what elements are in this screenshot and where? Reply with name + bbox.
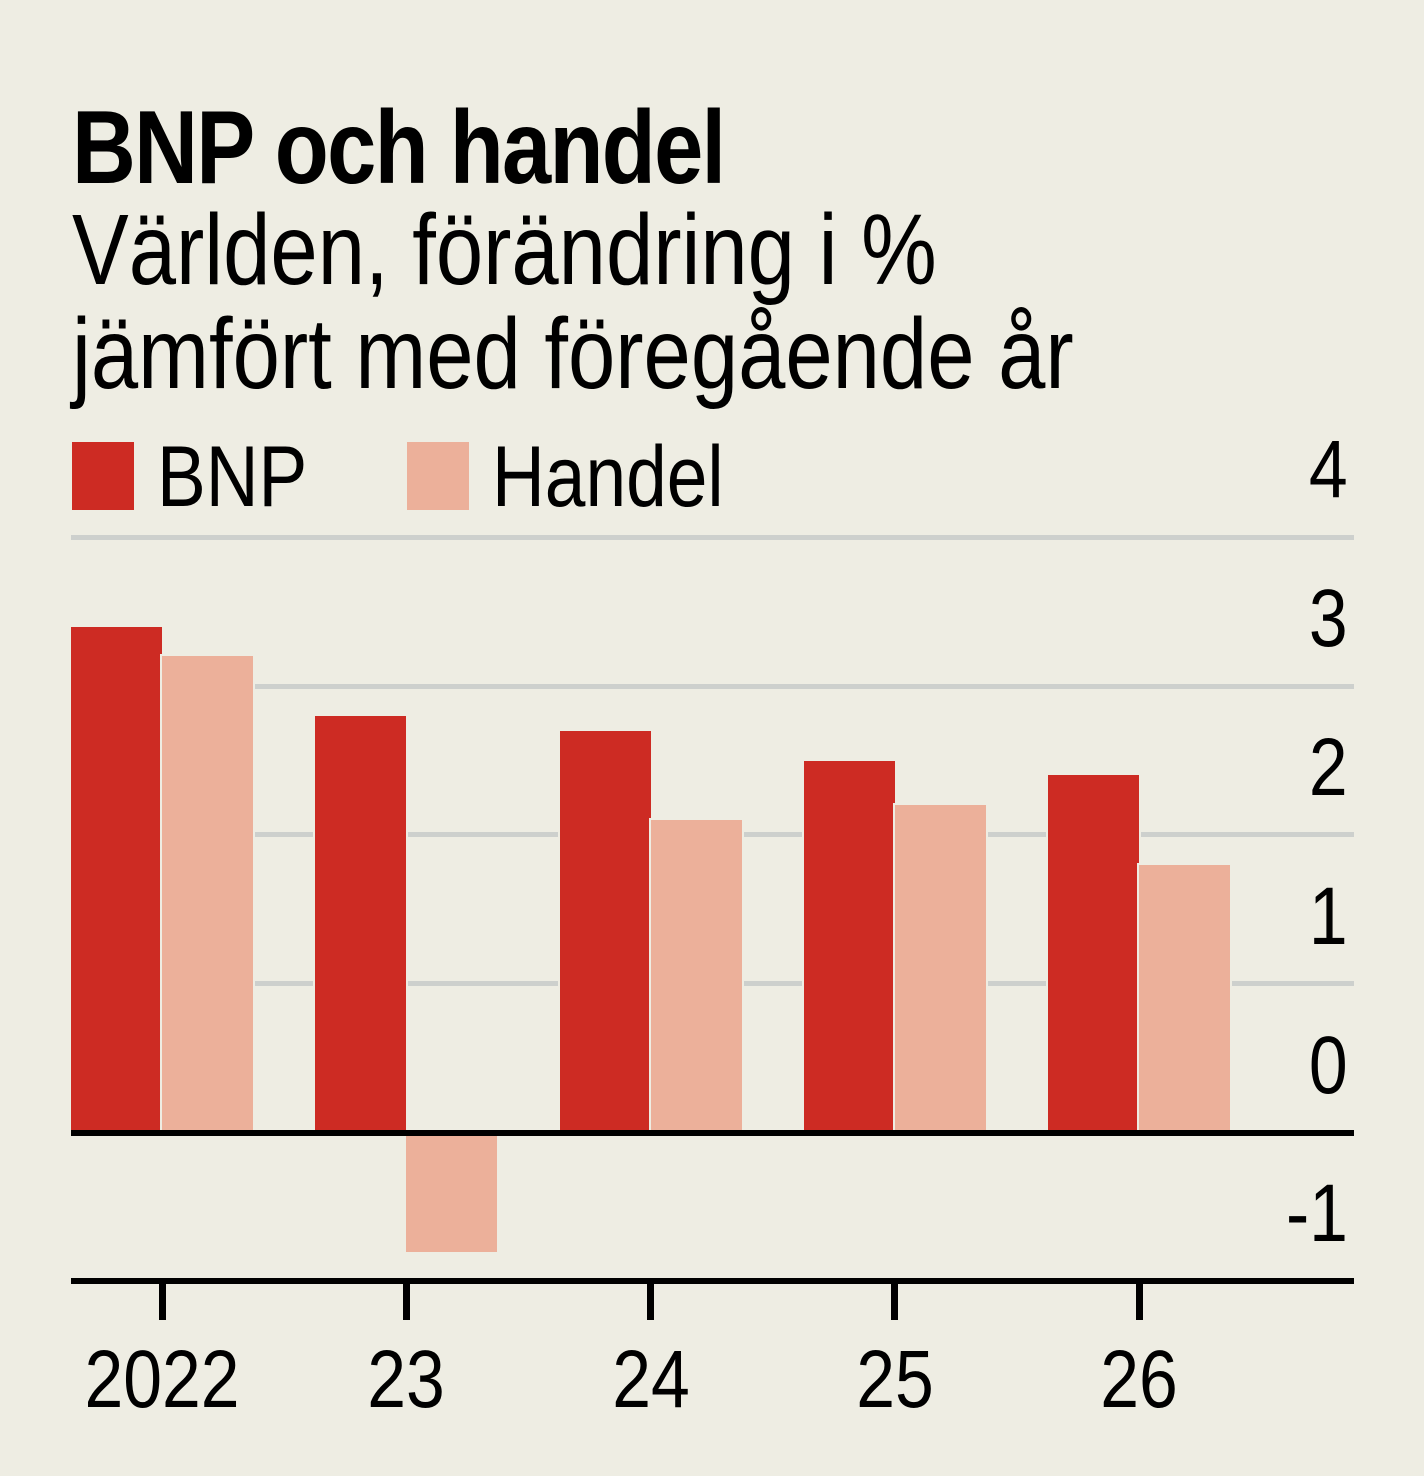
- bar-handel-23: [404, 1130, 500, 1254]
- subtitle-line-1: Världen, förändring i %: [72, 194, 937, 306]
- y-axis-label-0: 0: [1309, 1019, 1348, 1111]
- bar-handel-24: [648, 818, 744, 1135]
- y-axis-label-3: 3: [1309, 573, 1348, 665]
- subtitle-line-2: jämfört med föregående år: [72, 298, 1074, 410]
- gridline-4: [71, 534, 1354, 540]
- zero-baseline: [71, 1129, 1354, 1136]
- bar-bnp-2022: [69, 624, 164, 1135]
- y-axis-label-1: 1: [1309, 870, 1348, 962]
- x-axis-label-26: 26: [1100, 1334, 1178, 1425]
- y-axis-label-4: 4: [1309, 424, 1348, 516]
- x-tick-24: [647, 1278, 655, 1320]
- y-axis-label-2: 2: [1309, 721, 1348, 813]
- bar-bnp-25: [801, 758, 897, 1135]
- x-tick-2022: [158, 1278, 166, 1320]
- x-tick-23: [402, 1278, 410, 1320]
- bar-bnp-23: [313, 713, 409, 1135]
- bar-bnp-24: [557, 728, 653, 1135]
- y-axis-label--1: -1: [1286, 1168, 1348, 1260]
- legend-swatch-handel: [407, 442, 469, 510]
- bar-handel-25: [892, 803, 988, 1135]
- legend-label-handel: Handel: [492, 429, 724, 525]
- chart-subtitle: Världen, förändring i % jämfört med före…: [72, 198, 1074, 406]
- x-tick-26: [1135, 1278, 1143, 1320]
- legend-swatch-bnp: [72, 442, 134, 510]
- x-axis-label-24: 24: [611, 1334, 690, 1425]
- gridline-3: [71, 683, 1354, 689]
- bar-handel-2022: [160, 654, 255, 1135]
- bar-bnp-26: [1046, 773, 1142, 1135]
- x-axis-label-23: 23: [367, 1334, 446, 1425]
- x-axis-label-25: 25: [856, 1334, 934, 1425]
- bar-handel-26: [1137, 862, 1233, 1135]
- page-title: BNP och handel: [72, 90, 726, 206]
- x-axis-label-2022: 2022: [84, 1334, 240, 1425]
- x-tick-25: [891, 1278, 899, 1320]
- legend-label-bnp: BNP: [157, 429, 308, 525]
- x-axis-line: [71, 1278, 1354, 1285]
